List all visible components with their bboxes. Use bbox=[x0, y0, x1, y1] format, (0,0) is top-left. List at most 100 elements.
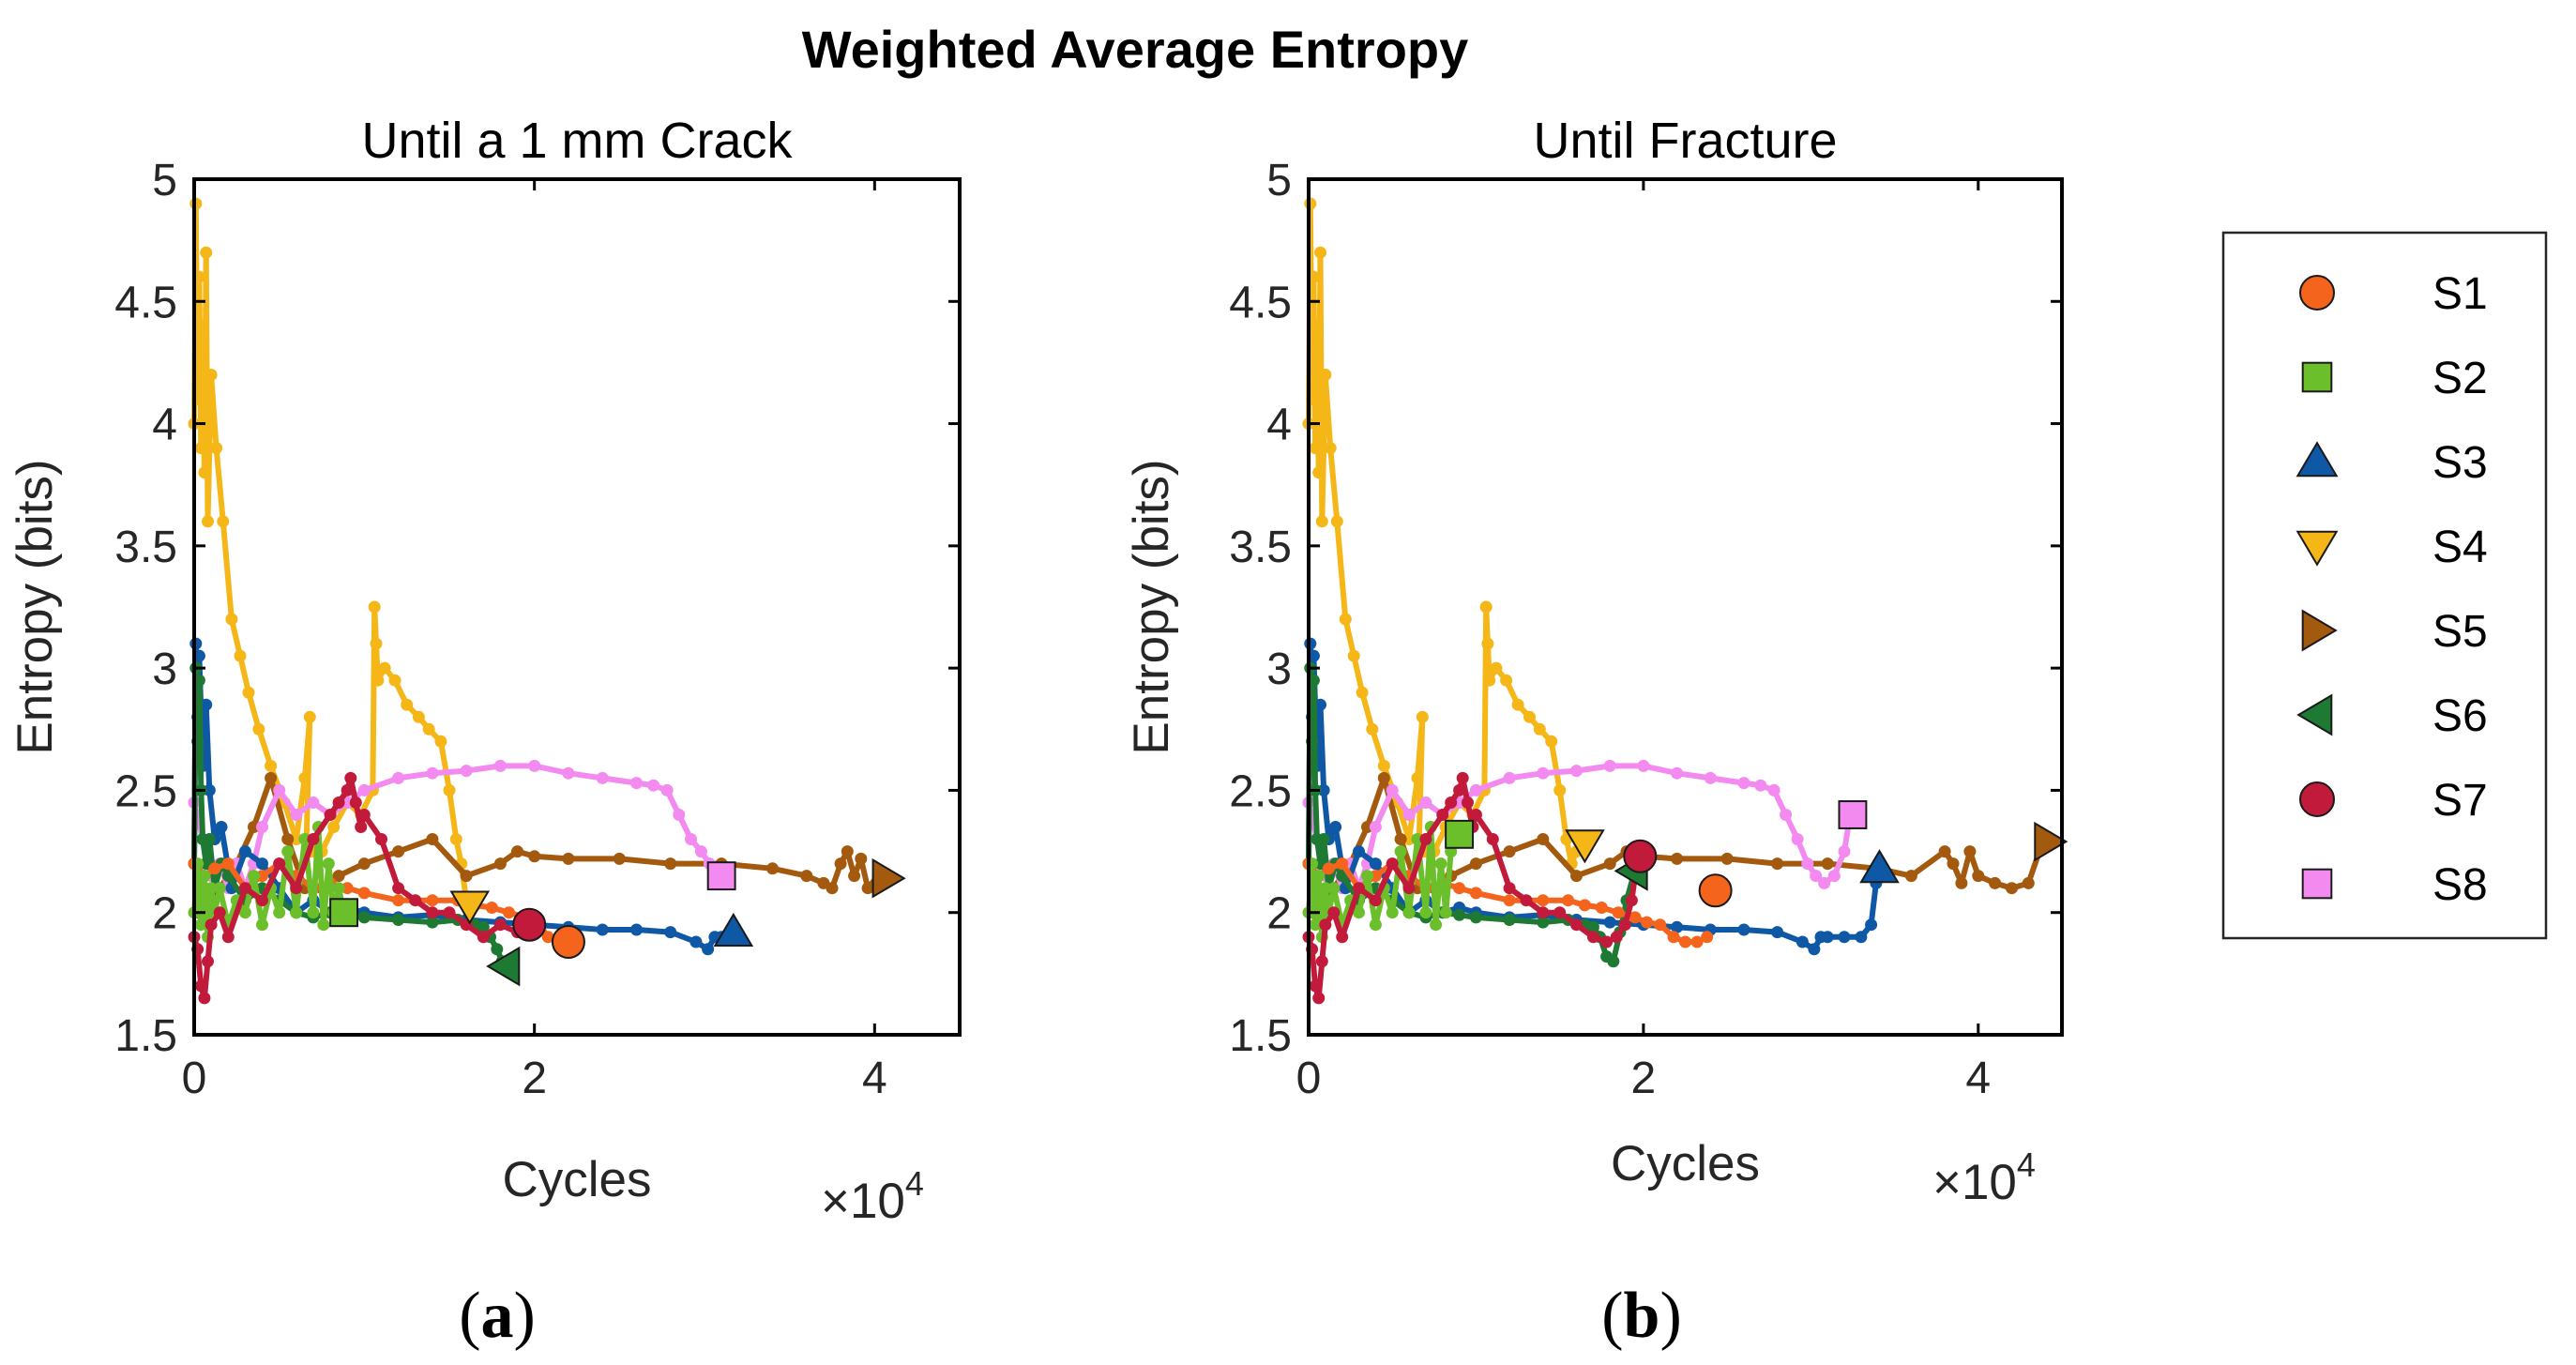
data-point bbox=[1434, 857, 1447, 871]
data-point bbox=[493, 918, 507, 932]
data-point bbox=[426, 833, 439, 845]
data-point bbox=[1369, 857, 1382, 871]
data-point bbox=[1500, 674, 1513, 687]
data-point bbox=[307, 906, 320, 919]
data-point bbox=[256, 821, 268, 833]
data-point bbox=[1520, 894, 1533, 907]
data-point bbox=[1801, 857, 1814, 871]
data-point bbox=[378, 661, 391, 675]
data-point bbox=[861, 882, 874, 895]
data-point bbox=[1955, 876, 1968, 889]
data-point bbox=[596, 923, 609, 936]
data-point bbox=[1523, 710, 1536, 723]
data-point bbox=[1704, 771, 1717, 784]
y-tick-label: 2 bbox=[152, 889, 177, 939]
series-s7 bbox=[1302, 771, 1644, 1005]
data-point bbox=[766, 862, 779, 875]
data-point bbox=[1963, 845, 1977, 858]
data-point bbox=[290, 882, 303, 895]
data-point bbox=[1394, 833, 1407, 845]
data-point bbox=[327, 821, 341, 833]
data-point bbox=[357, 783, 371, 796]
y-tick-label: 5 bbox=[152, 156, 177, 205]
end-marker-s5 bbox=[2034, 821, 2068, 862]
legend-box bbox=[2221, 231, 2548, 940]
legend-item-s3: S3 bbox=[2296, 438, 2488, 488]
y-tick-label: 2.5 bbox=[114, 766, 177, 816]
data-point bbox=[217, 515, 230, 528]
data-point bbox=[1607, 955, 1620, 968]
data-point bbox=[613, 852, 626, 865]
x-exponent-prefix: ×10 bbox=[1932, 1155, 2017, 1210]
data-point bbox=[1570, 870, 1583, 883]
data-point bbox=[422, 722, 435, 736]
legend-marker-s3 bbox=[2296, 441, 2339, 478]
data-point bbox=[1690, 935, 1704, 948]
data-point bbox=[205, 369, 218, 381]
data-point bbox=[1767, 783, 1780, 796]
data-point bbox=[1411, 771, 1424, 784]
data-point bbox=[392, 914, 405, 926]
data-point bbox=[596, 771, 609, 784]
y-axis-label: Entropy (bits) bbox=[1124, 459, 1179, 754]
data-point bbox=[1419, 906, 1432, 919]
legend: S1 S2 S3 S4 S5 S6 S7 S8 bbox=[2221, 231, 2548, 940]
data-point bbox=[1737, 923, 1750, 936]
data-point bbox=[1317, 783, 1330, 796]
legend-label: S2 bbox=[2432, 354, 2488, 403]
x-exponent-power: 4 bbox=[2017, 1145, 2036, 1184]
data-point bbox=[1353, 906, 1365, 919]
data-point bbox=[1654, 918, 1667, 932]
end-marker-s1 bbox=[1698, 873, 1733, 908]
x-tick-label: 4 bbox=[1965, 1054, 1991, 1103]
data-point bbox=[200, 698, 213, 711]
data-point bbox=[1771, 926, 1784, 939]
figure-title: Weighted Average Entropy bbox=[802, 20, 1469, 79]
panel-title: Until Fracture bbox=[1533, 113, 1837, 169]
data-point bbox=[1347, 649, 1360, 662]
legend-item-s5: S5 bbox=[2301, 607, 2488, 657]
data-point bbox=[1503, 914, 1516, 926]
data-point bbox=[196, 319, 209, 332]
data-point bbox=[1612, 906, 1625, 919]
data-point bbox=[1469, 857, 1482, 871]
data-point bbox=[273, 857, 286, 871]
data-point bbox=[1625, 894, 1638, 907]
data-point bbox=[1600, 935, 1614, 948]
data-point bbox=[192, 649, 205, 662]
data-point bbox=[1821, 857, 1834, 871]
data-point bbox=[238, 845, 251, 858]
data-point bbox=[1307, 674, 1320, 687]
data-point bbox=[412, 710, 425, 723]
data-point bbox=[493, 857, 507, 871]
data-point bbox=[205, 918, 218, 932]
end-marker-s4 bbox=[449, 890, 491, 925]
data-point bbox=[332, 882, 345, 895]
data-point bbox=[1386, 783, 1399, 796]
data-point bbox=[1486, 833, 1499, 845]
end-marker-s7 bbox=[512, 907, 547, 942]
data-point bbox=[1537, 894, 1550, 907]
data-point bbox=[238, 882, 251, 895]
data-point bbox=[1319, 882, 1332, 895]
data-point bbox=[647, 779, 660, 792]
data-point bbox=[664, 857, 677, 871]
data-point bbox=[368, 600, 381, 614]
data-point bbox=[273, 783, 286, 796]
data-point bbox=[1436, 809, 1449, 821]
data-point bbox=[685, 833, 697, 845]
data-point bbox=[203, 833, 216, 845]
end-marker-s4 bbox=[1565, 829, 1605, 864]
data-point bbox=[194, 442, 207, 455]
data-point bbox=[344, 771, 357, 784]
end-marker-s2 bbox=[329, 898, 359, 928]
data-point bbox=[1511, 698, 1524, 711]
data-point bbox=[1324, 442, 1337, 455]
data-point bbox=[375, 833, 387, 845]
data-point bbox=[392, 845, 405, 858]
data-point bbox=[1339, 613, 1352, 626]
legend-label: S1 bbox=[2432, 269, 2488, 319]
data-point bbox=[1490, 661, 1503, 675]
legend-label: S7 bbox=[2432, 776, 2488, 826]
caption-b-letter: b bbox=[1624, 1280, 1660, 1352]
